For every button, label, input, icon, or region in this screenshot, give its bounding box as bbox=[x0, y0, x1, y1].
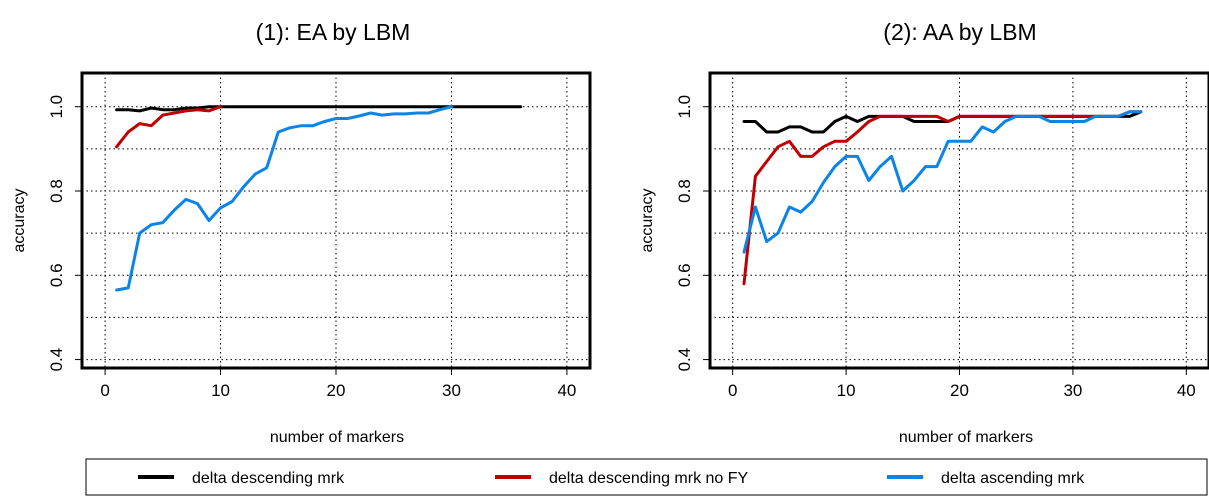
x-axis-label: number of markers bbox=[270, 429, 404, 446]
legend: delta descending mrk delta descending mrk… bbox=[85, 458, 1208, 496]
chart-panel-2: 0 10 20 30 40 0.4 0.6 0.8 1.0 number of markers ac… bbox=[639, 19, 1209, 446]
y-tick-label: 0.6 bbox=[47, 263, 66, 287]
legend-label: delta descending mrk bbox=[192, 470, 345, 487]
legend-label: delta descending mrk no FY bbox=[549, 470, 749, 487]
x-tick-label: 20 bbox=[327, 381, 346, 400]
y-tick-label: 0.4 bbox=[675, 348, 694, 372]
series-line-blue bbox=[115, 105, 453, 292]
x-tick-label: 20 bbox=[950, 381, 969, 400]
y-axis-label: accuracy bbox=[11, 188, 28, 252]
series-line-black bbox=[115, 105, 523, 113]
x-tick-label: 40 bbox=[1177, 381, 1196, 400]
series-line-blue bbox=[742, 110, 1143, 254]
x-tick-label: 0 bbox=[100, 381, 109, 400]
y-tick-label: 0.8 bbox=[675, 179, 694, 203]
y-tick-label: 0.8 bbox=[47, 179, 66, 203]
x-tick-label: 0 bbox=[728, 381, 737, 400]
y-tick-label: 0.4 bbox=[47, 348, 66, 372]
chart-title: (1): EA by LBM bbox=[256, 19, 411, 45]
x-tick-label: 30 bbox=[1063, 381, 1082, 400]
x-tick-label: 40 bbox=[557, 381, 576, 400]
y-tick-label: 1.0 bbox=[675, 95, 694, 119]
legend-label: delta ascending mrk bbox=[941, 470, 1085, 487]
legend-box bbox=[85, 458, 1208, 496]
x-tick-label: 10 bbox=[837, 381, 856, 400]
x-tick-label: 10 bbox=[211, 381, 230, 400]
series-line-red bbox=[742, 110, 1143, 286]
chart-panel-1: 0 10 20 30 40 0.4 0.6 0.8 1.0 number of markers ac… bbox=[11, 19, 592, 446]
y-tick-label: 0.6 bbox=[675, 263, 694, 287]
series-line-red bbox=[115, 105, 222, 149]
x-axis-label: number of markers bbox=[899, 429, 1033, 446]
y-tick-label: 1.0 bbox=[47, 95, 66, 119]
chart-title: (2): AA by LBM bbox=[883, 19, 1036, 45]
y-axis-label: accuracy bbox=[639, 188, 656, 252]
x-tick-label: 30 bbox=[442, 381, 461, 400]
